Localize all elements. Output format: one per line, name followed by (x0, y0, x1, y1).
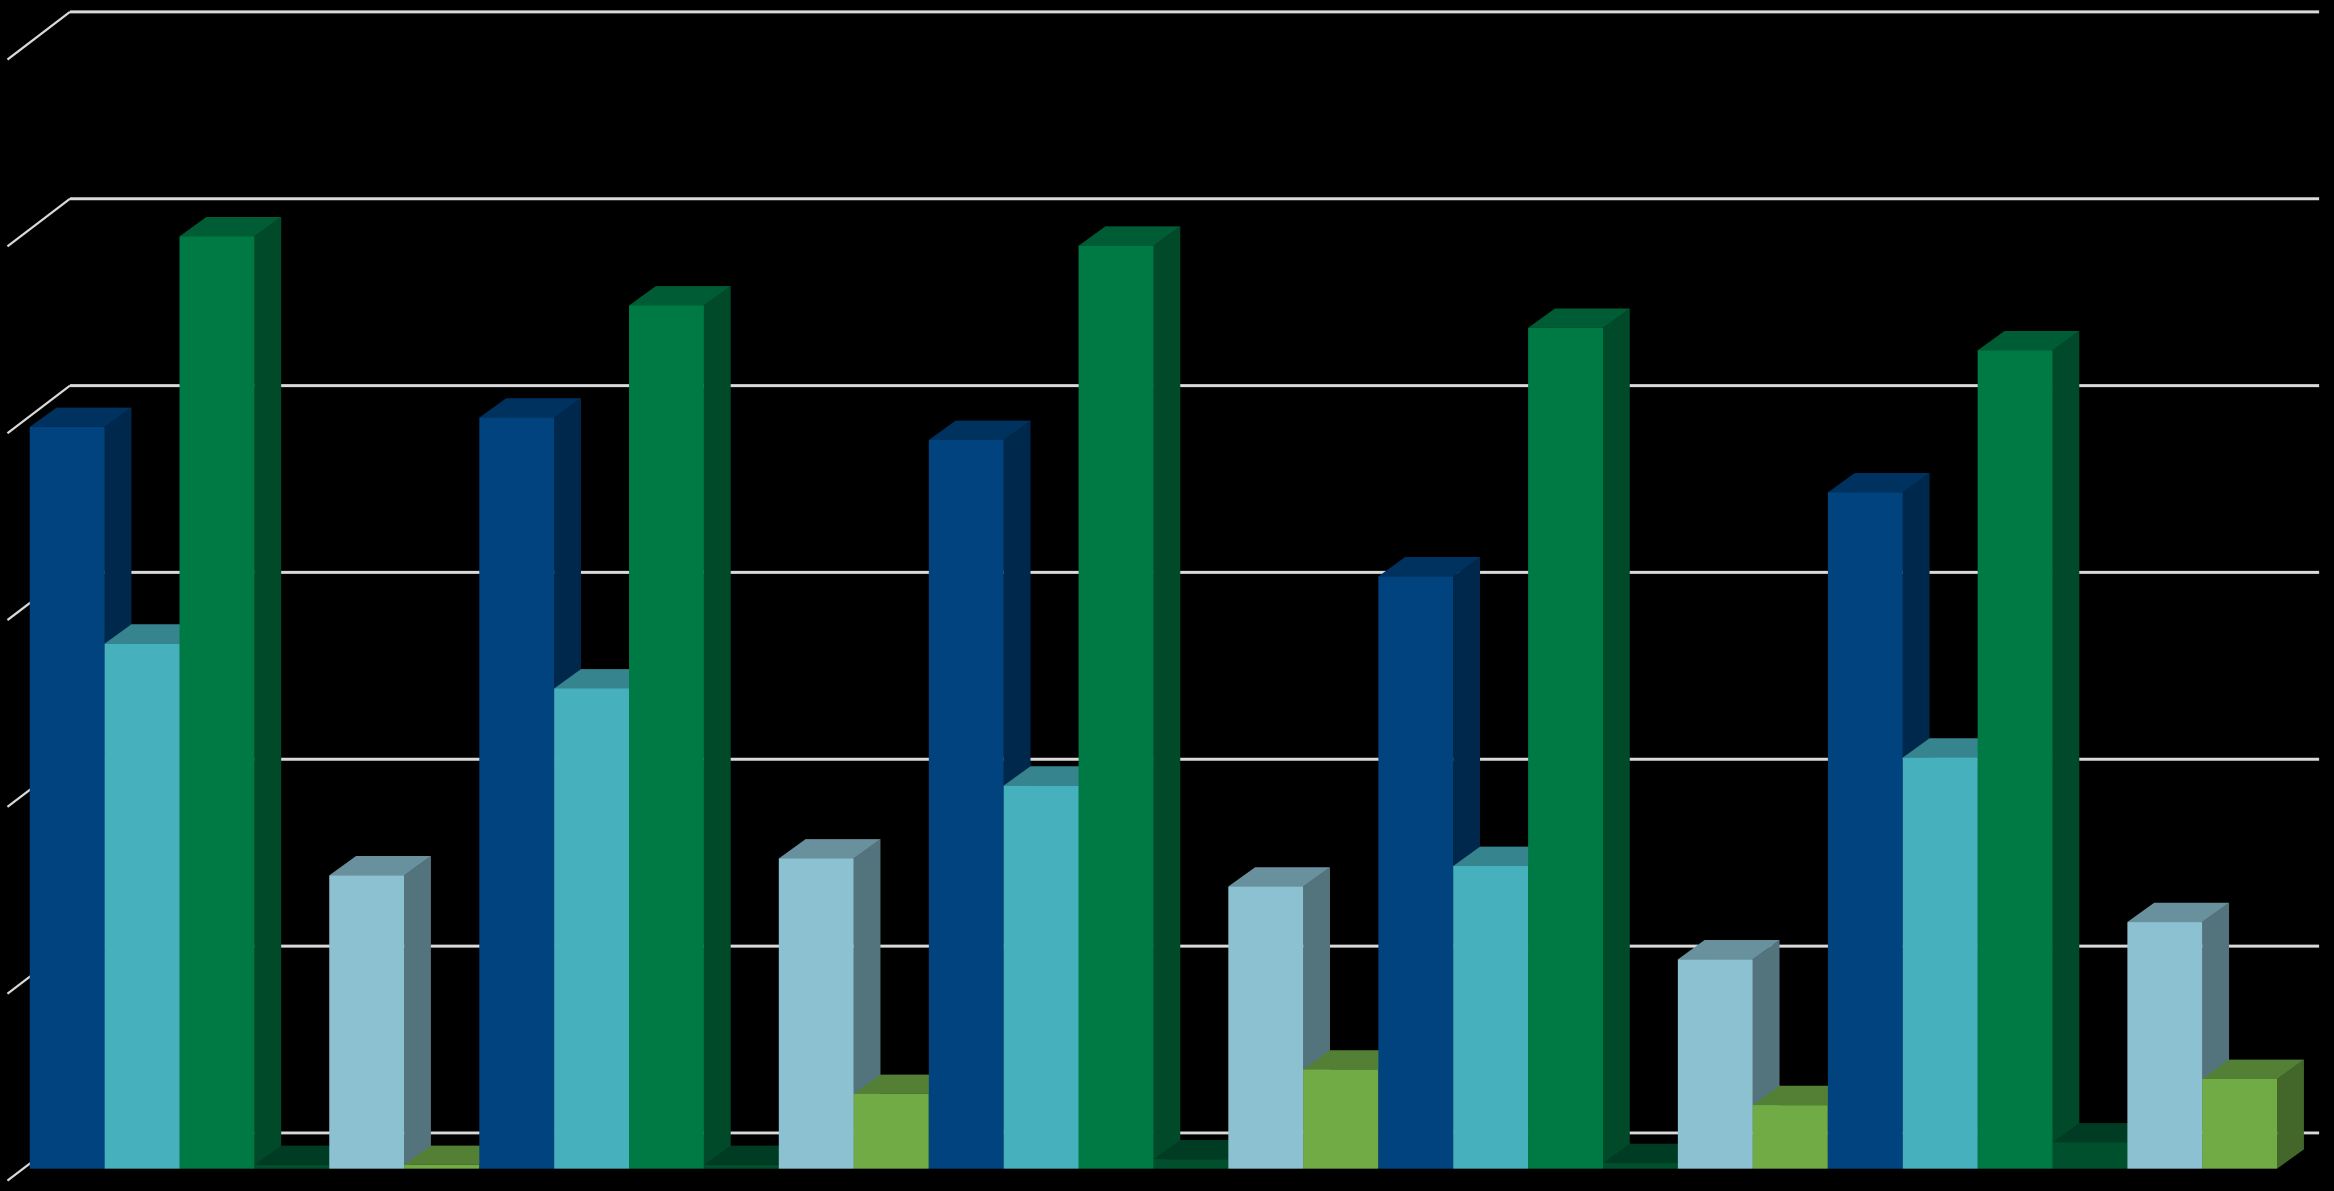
bar-front (554, 688, 630, 1169)
bar-front (629, 305, 704, 1169)
bar-top (179, 216, 282, 237)
bar (1528, 308, 1630, 1169)
bar-front (29, 426, 105, 1169)
bar-side (2052, 330, 2080, 1169)
bar-front (1677, 959, 1753, 1169)
bar-front (2202, 1078, 2278, 1169)
bar-front (179, 236, 255, 1169)
bar-top (928, 420, 1031, 441)
bar-front (1003, 785, 1079, 1169)
bar-side (404, 855, 431, 1169)
bar-top (1827, 472, 1930, 493)
bar-front (928, 440, 1004, 1169)
bar-top (778, 839, 881, 859)
bar-front (104, 643, 180, 1169)
bar-top (2127, 902, 2230, 923)
bar-top (1528, 308, 1630, 328)
bar-top (2202, 1059, 2304, 1079)
bar-front (254, 1164, 330, 1169)
bar-front (1902, 757, 1978, 1169)
bar-front (1078, 245, 1154, 1169)
bar-front (404, 1164, 480, 1169)
bar (1977, 330, 2080, 1169)
bar-front (1752, 1105, 1828, 1169)
bar (629, 286, 731, 1169)
bar-top (1378, 557, 1481, 577)
bar-top (1078, 226, 1181, 246)
bar (2202, 1059, 2304, 1169)
bar-front (479, 417, 555, 1169)
bar-front (853, 1093, 929, 1169)
bar-front (1528, 327, 1603, 1169)
bar-front (703, 1164, 779, 1169)
bar-side (1602, 308, 1630, 1169)
bar-front (1378, 576, 1454, 1169)
bar-front (1602, 1163, 1678, 1169)
bar-front (329, 875, 405, 1169)
bar-front (1827, 492, 1903, 1169)
bar-top (629, 286, 731, 306)
bar-front (1977, 350, 2053, 1169)
bar-front (2127, 922, 2203, 1169)
bar-front (1228, 886, 1304, 1169)
bar-top (29, 407, 132, 427)
bar-front (1153, 1159, 1229, 1169)
bar-side (703, 286, 731, 1169)
bar (179, 216, 282, 1169)
bar-side (1153, 226, 1181, 1169)
bar-top (1228, 867, 1330, 887)
bar-front (1453, 865, 1529, 1169)
grid-line-side (6, 11, 71, 61)
grid-line-side (6, 384, 71, 435)
bar (329, 855, 431, 1169)
bar-top (329, 855, 431, 876)
bar (778, 839, 881, 1169)
bar-front (2052, 1142, 2128, 1169)
bar-front (1303, 1069, 1379, 1169)
bar-side (254, 216, 282, 1169)
grid-line-side (6, 197, 71, 248)
bar-top (1677, 940, 1780, 960)
bar-top (1977, 330, 2080, 351)
bar-top (479, 398, 581, 418)
bar (1078, 226, 1181, 1169)
bar-front (778, 858, 854, 1169)
bar-side (2277, 1059, 2304, 1169)
